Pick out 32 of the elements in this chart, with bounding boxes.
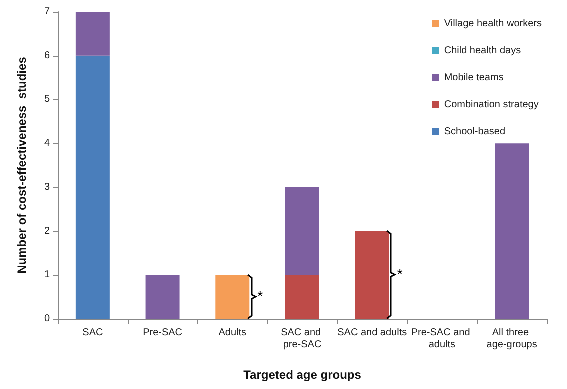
bar	[286, 187, 320, 276]
y-tick-label: 5	[44, 94, 50, 106]
y-tick-label: 4	[44, 138, 50, 150]
x-tick-label: SAC and adults	[338, 328, 408, 338]
x-tick-label: All three age-groups	[486, 328, 538, 350]
x-tick-label: Pre-SAC	[143, 328, 183, 338]
bar	[495, 144, 530, 319]
x-tick-label: Pre-SAC and adults	[411, 328, 474, 350]
bar	[76, 56, 110, 319]
y-axis-title: Number of cost-effectiveness studies	[15, 56, 29, 274]
bar	[76, 12, 110, 56]
bar	[286, 275, 320, 319]
y-tick-label: 0	[44, 314, 50, 324]
legend-label: Child health days	[444, 46, 522, 56]
y-tick-label: 6	[44, 50, 50, 62]
legend-label: Village health workers	[444, 18, 542, 30]
x-tick-label: SAC and pre-SAC	[281, 328, 324, 350]
legend-label: Mobile teams	[444, 72, 504, 84]
x-axis-title: Targeted age groups	[244, 368, 362, 382]
legend-label: School-based	[444, 126, 506, 138]
x-tick-label: Adults	[218, 328, 247, 338]
annotation: *	[397, 266, 403, 282]
y-tick-label: 2	[44, 226, 50, 237]
legend-label: Combination strategy	[444, 100, 539, 110]
y-tick-label: 1	[44, 270, 50, 281]
bar	[216, 275, 250, 319]
y-tick-label: 3	[44, 182, 50, 193]
bar	[355, 231, 390, 319]
y-tick-label: 7	[44, 6, 50, 18]
x-tick-label: SAC	[82, 328, 104, 338]
annotation: *	[258, 288, 264, 304]
bar	[146, 275, 180, 319]
